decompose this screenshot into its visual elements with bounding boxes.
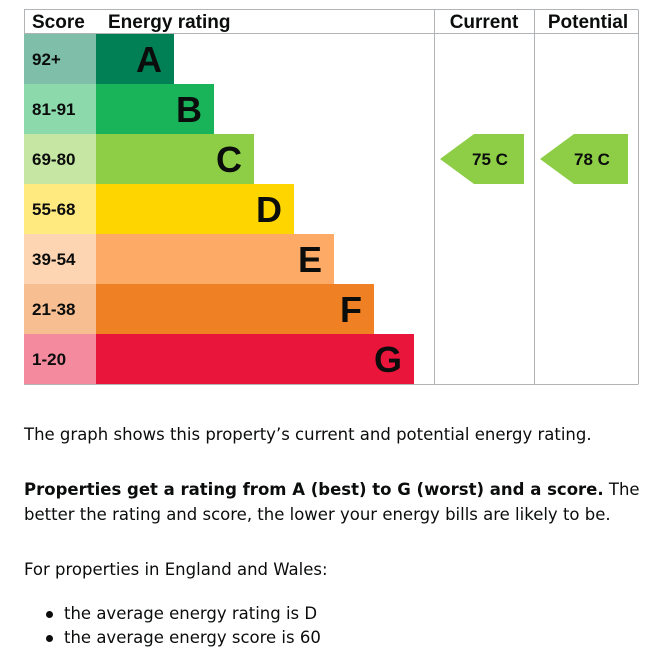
score-range-c: 69-80 bbox=[32, 150, 75, 169]
score-cell-e bbox=[24, 234, 96, 284]
score-range-f: 21-38 bbox=[32, 300, 75, 319]
potential-rating-label: 78 C bbox=[574, 150, 610, 169]
band-letter-a: A bbox=[136, 39, 162, 80]
band-bar-b bbox=[96, 84, 214, 134]
band-letter-d: D bbox=[256, 189, 282, 230]
score-range-g: 1-20 bbox=[32, 350, 66, 369]
band-bar-e bbox=[96, 234, 334, 284]
band-letter-e: E bbox=[298, 239, 322, 280]
header-potential: Potential bbox=[548, 12, 628, 33]
score-cell-a bbox=[24, 34, 96, 84]
score-range-a: 92+ bbox=[32, 50, 61, 69]
band-letter-f: F bbox=[340, 289, 362, 330]
score-cell-g bbox=[24, 334, 96, 384]
rating-explanation: Properties get a rating from A (best) to… bbox=[24, 477, 654, 527]
band-bar-f bbox=[96, 284, 374, 334]
score-cell-c bbox=[24, 134, 96, 184]
band-bar-c bbox=[96, 134, 254, 184]
rating-bands: 92+ A 81-91 B 69-80 C 55-68 D 39-54 E 21-38 F 1-20 G bbox=[24, 34, 414, 384]
band-bar-d bbox=[96, 184, 294, 234]
score-range-e: 39-54 bbox=[32, 250, 76, 269]
header-current: Current bbox=[450, 12, 519, 33]
chart-description: The graph shows this property’s current … bbox=[24, 425, 592, 444]
rating-explanation-rest: The better the rating and score, the low… bbox=[24, 480, 640, 524]
current-rating-arrow bbox=[440, 134, 524, 184]
rating-markers: 75 C 78 C bbox=[440, 134, 628, 184]
band-bar-g bbox=[96, 334, 414, 384]
rating-explanation-bold: Properties get a rating from A (best) to… bbox=[24, 480, 604, 499]
band-letter-c: C bbox=[216, 139, 242, 180]
band-letter-b: B bbox=[176, 89, 202, 130]
current-rating-label: 75 C bbox=[472, 150, 508, 169]
score-cell-b bbox=[24, 84, 96, 134]
energy-rating-chart: Score Energy rating Current Potential 92… bbox=[24, 9, 639, 385]
average-rating-item: the average energy rating is D bbox=[24, 602, 321, 626]
band-letter-g: G bbox=[374, 339, 402, 380]
score-range-d: 55-68 bbox=[32, 200, 75, 219]
score-cell-d bbox=[24, 184, 96, 234]
header-score: Score bbox=[32, 12, 85, 33]
header-energy-rating: Energy rating bbox=[108, 12, 230, 33]
region-note: For properties in England and Wales: bbox=[24, 560, 328, 579]
averages-list: the average energy rating is D the avera… bbox=[24, 602, 321, 650]
score-cell-f bbox=[24, 284, 96, 334]
potential-rating-arrow bbox=[540, 134, 628, 184]
average-score-item: the average energy score is 60 bbox=[24, 626, 321, 650]
score-range-b: 81-91 bbox=[32, 100, 75, 119]
band-bar-a bbox=[96, 34, 174, 84]
